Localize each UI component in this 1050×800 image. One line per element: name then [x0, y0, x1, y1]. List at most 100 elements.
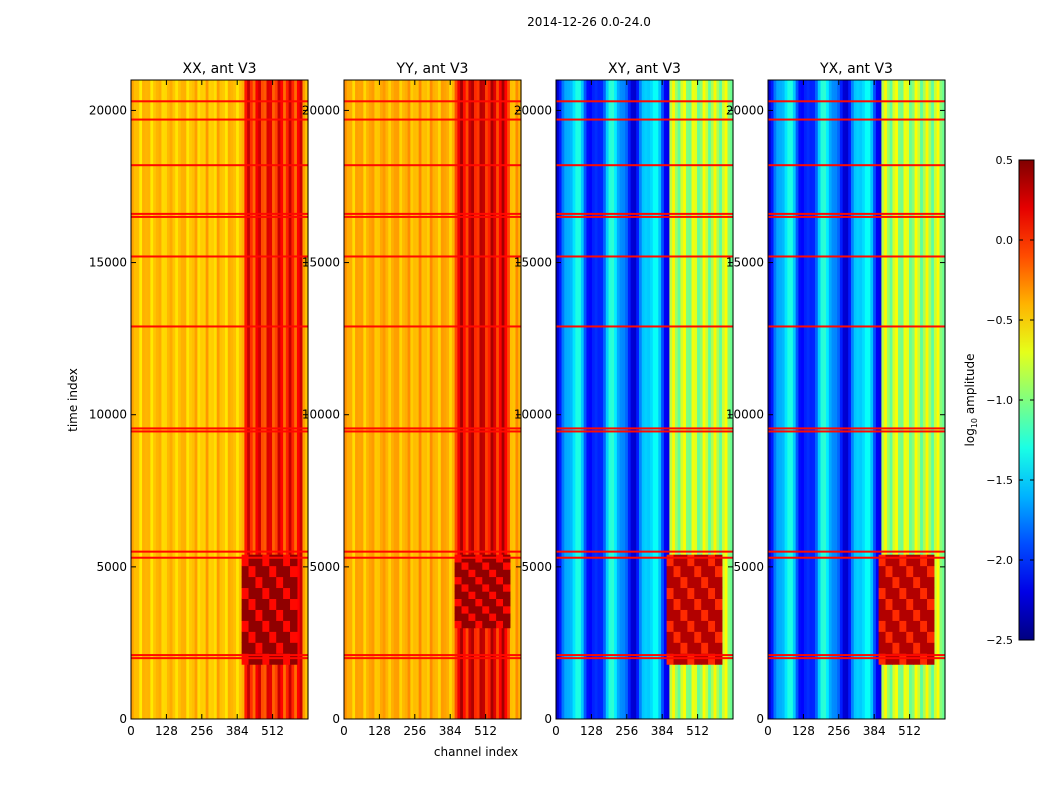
hot-region-cell [276, 554, 284, 567]
bright-time-row [768, 100, 945, 103]
heatmap-column [721, 80, 726, 719]
hot-region-cell [262, 620, 270, 632]
hot-region-cell [454, 620, 463, 629]
y-tick-label: 15000 [726, 256, 764, 270]
heatmap-column [922, 80, 927, 719]
heatmap-column [291, 80, 295, 719]
hot-region-cell [269, 565, 277, 578]
heatmap-column [727, 80, 731, 719]
hot-region-cell [283, 609, 291, 621]
heatmap-column [504, 80, 508, 719]
heatmap-column [663, 80, 668, 719]
hot-region-cell [475, 591, 483, 600]
hot-region-cell [454, 561, 463, 570]
hot-region-cell [920, 576, 928, 589]
hot-region-cell [715, 587, 723, 600]
hot-region-cell [920, 598, 928, 610]
heatmap-column [460, 80, 464, 719]
bright-time-row [344, 215, 521, 218]
heatmap-column [515, 80, 519, 719]
hot-region-cell [461, 576, 469, 585]
hot-region-cell [262, 576, 270, 589]
hot-region-cell [496, 598, 504, 607]
y-tick-label: 20000 [726, 103, 764, 117]
y-tick-label: 5000 [96, 560, 127, 574]
hot-region-cell [885, 565, 893, 578]
heatmap-column [285, 80, 290, 719]
heatmap-column [699, 80, 704, 719]
hot-region-cell [255, 565, 263, 578]
heatmap-column [208, 80, 212, 719]
heatmap-column [710, 80, 715, 719]
hot-region-cell [454, 613, 463, 621]
heatmap-column [633, 80, 637, 719]
panel-yy: YY, ant V3 0 128 256 384 512 0 5000 10000 15000 20… [302, 61, 522, 738]
heatmap-column [202, 80, 207, 719]
figure-suptitle: 2014-12-26 0.0-24.0 [527, 15, 651, 29]
heatmap-column [619, 80, 623, 719]
hot-region-cell [878, 642, 887, 654]
hot-region-cell [701, 620, 709, 632]
hot-region-cell [687, 609, 695, 621]
hot-region-cell [496, 605, 504, 614]
heatmap-column [131, 80, 135, 719]
heatmap-column [249, 80, 254, 719]
hot-region-cell [680, 609, 688, 621]
heatmap-column [658, 80, 662, 719]
hot-region-cell [878, 598, 887, 610]
heatmap-column [884, 80, 888, 719]
bright-time-row [131, 657, 308, 660]
hot-region-cell [468, 561, 476, 570]
heatmap-column [139, 80, 143, 719]
hot-region-cell [468, 583, 476, 592]
heatmap-column [482, 80, 486, 719]
hot-region-cell [461, 620, 469, 629]
bright-time-row [556, 550, 733, 553]
hot-region-cell [920, 631, 928, 643]
hot-region-cell [892, 554, 900, 567]
heatmap-column [561, 80, 565, 719]
heatmap-column [413, 80, 417, 719]
hot-region-cell [673, 554, 681, 567]
y-tick-label: 10000 [89, 408, 127, 422]
y-tick-label: 10000 [726, 408, 764, 422]
heatmap-column [274, 80, 279, 719]
colorbar-tick-label: −1.0 [986, 394, 1013, 407]
bright-time-row [768, 164, 945, 167]
hot-region-cell [241, 598, 250, 610]
y-tick-label: 20000 [89, 103, 127, 117]
hot-region-cell [482, 613, 490, 621]
hot-region-cell [920, 642, 928, 654]
hot-region-cell [927, 609, 935, 621]
heatmap-column [939, 80, 943, 719]
hot-region-cell [503, 583, 511, 592]
hot-region-cell [715, 631, 723, 643]
heatmap-column [296, 80, 301, 719]
bright-time-row [131, 654, 308, 657]
hot-region-cell [680, 587, 688, 600]
hot-region-cell [899, 620, 907, 632]
hot-region-cell [489, 561, 497, 570]
heatmap-column [479, 80, 483, 719]
heatmap-column [191, 80, 196, 719]
heatmap-column [708, 80, 712, 719]
hot-region-cell [255, 609, 263, 621]
hot-region-cell [899, 576, 907, 589]
panel-title: YX, ant V3 [819, 61, 893, 77]
heatmap-column [878, 80, 882, 719]
hot-region-cell [489, 598, 497, 607]
hot-region-cell [687, 642, 695, 654]
heatmap-column [792, 80, 797, 719]
heatmap-column [410, 80, 414, 719]
heatmap-column [842, 80, 847, 719]
bright-time-row [131, 430, 308, 433]
heatmap-column [608, 80, 612, 719]
hot-region-cell [283, 620, 291, 632]
hot-region-cell [666, 554, 675, 567]
hot-region-cell [878, 587, 887, 600]
colorbar-tick-label: −0.5 [986, 314, 1013, 327]
hot-region-cell [701, 565, 709, 578]
hot-region-cell [248, 598, 256, 610]
heatmap-column [471, 80, 475, 719]
heatmap-column [688, 80, 693, 719]
